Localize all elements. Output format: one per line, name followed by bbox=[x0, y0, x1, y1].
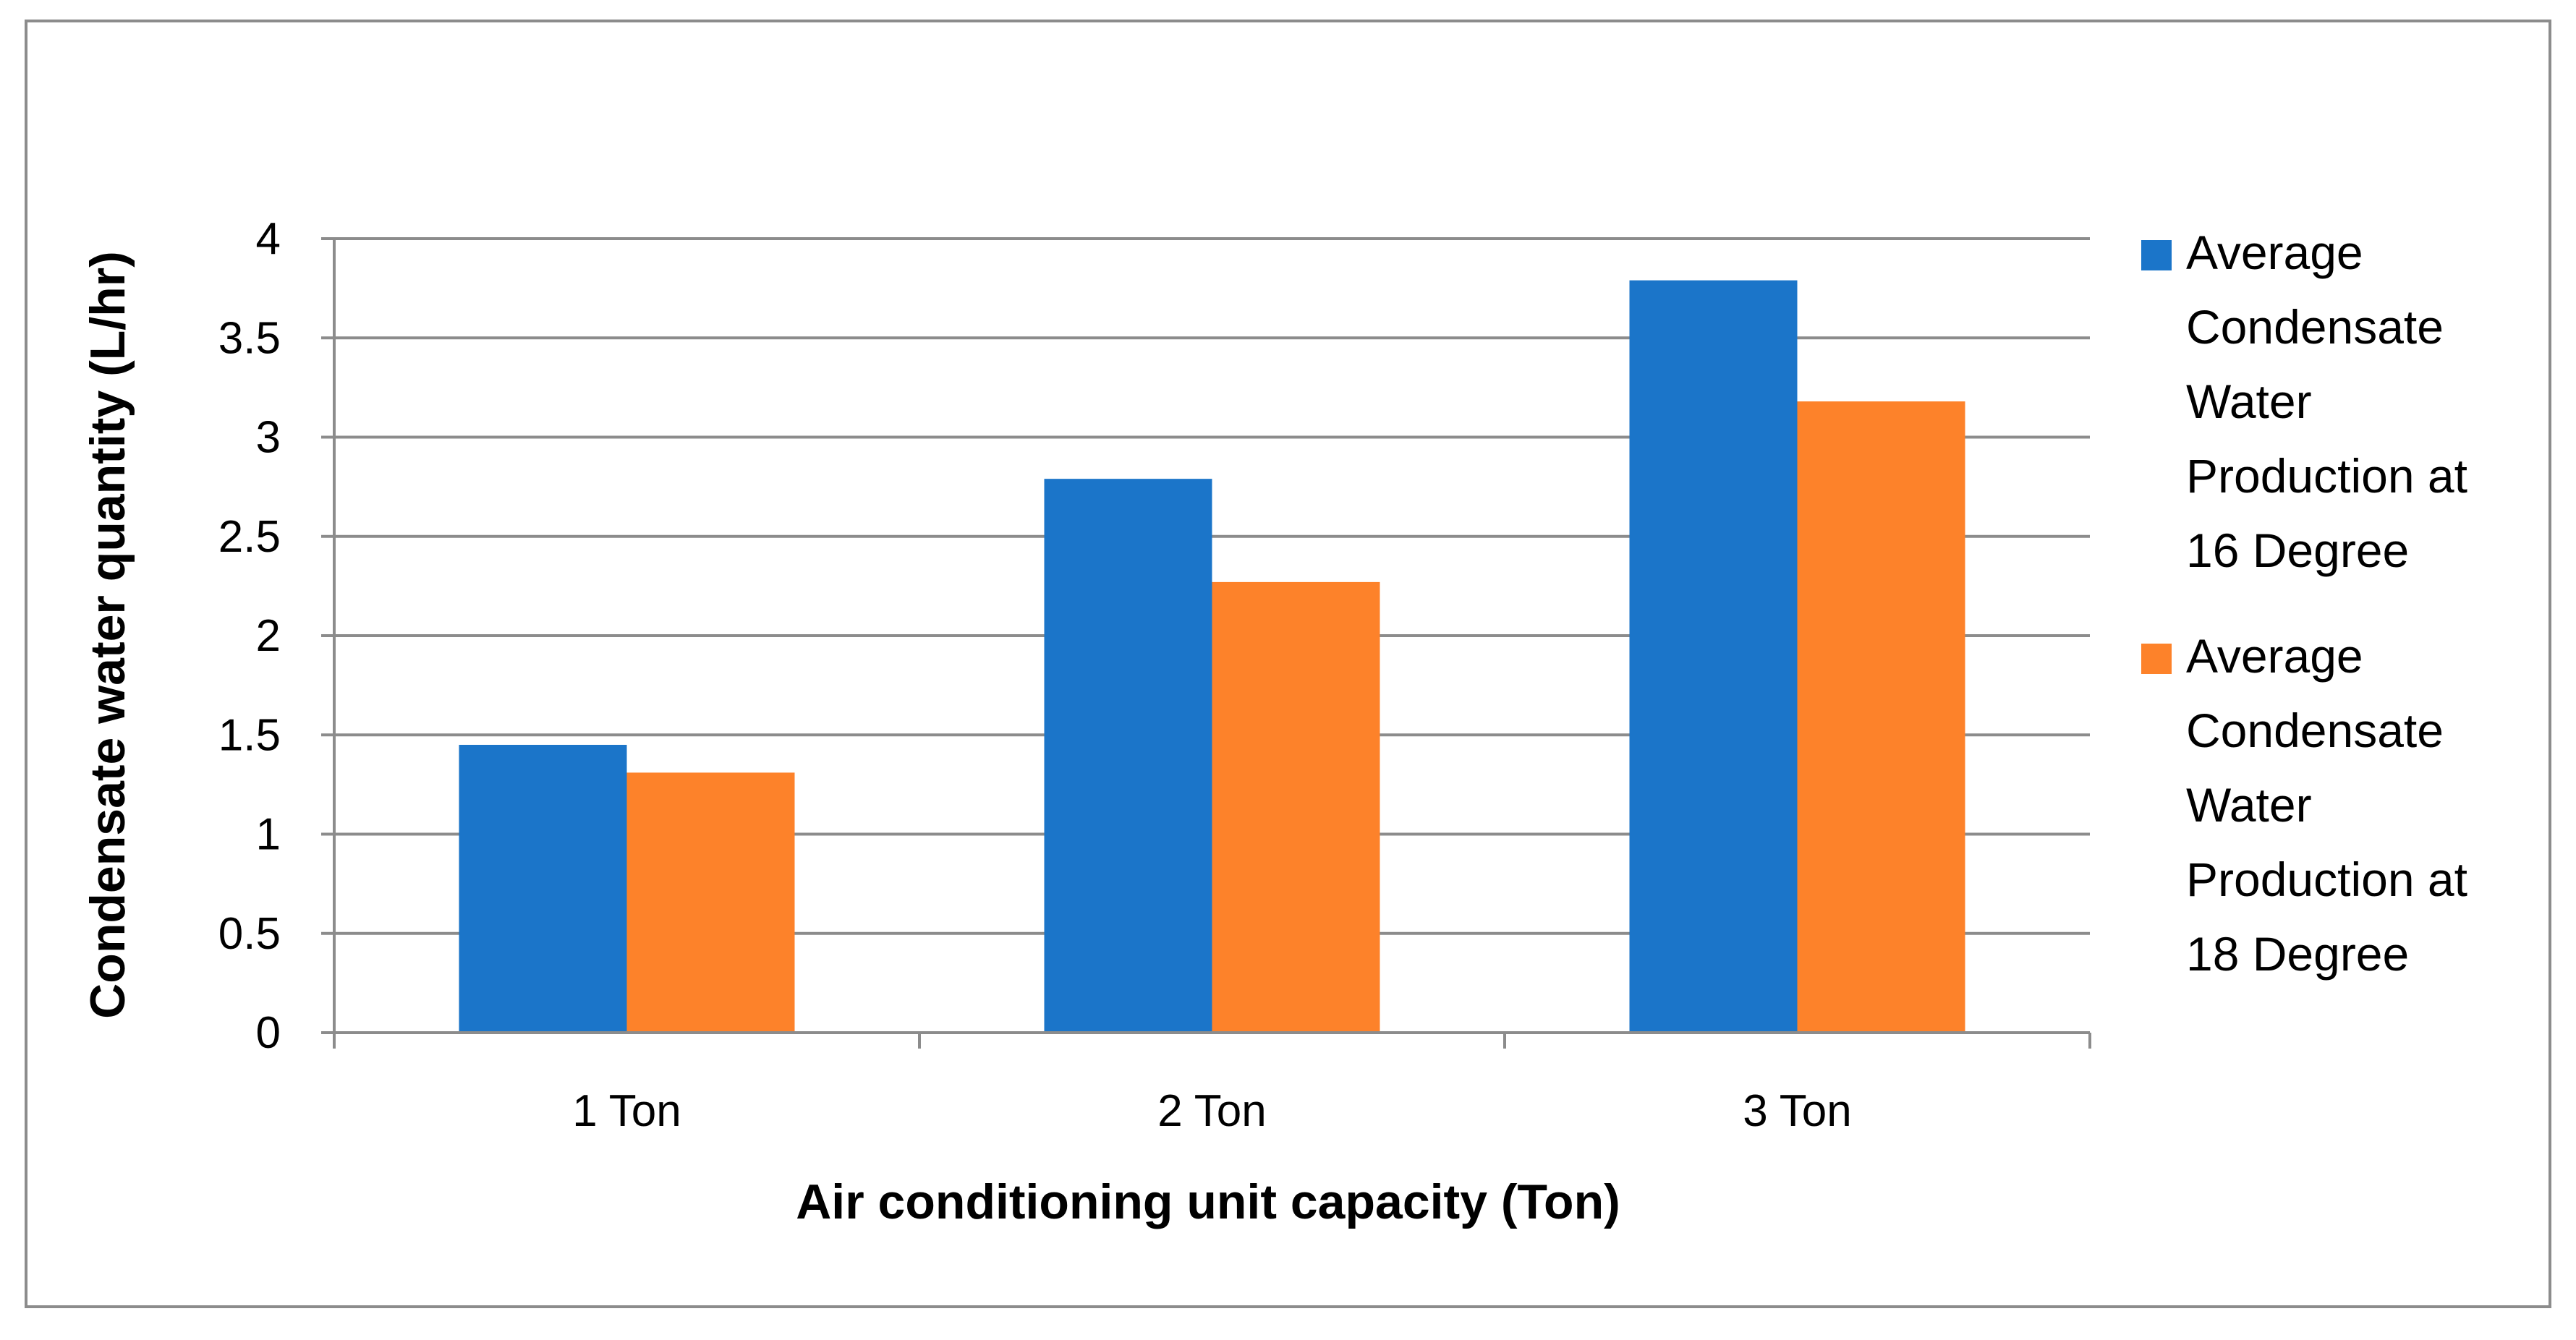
legend-label: Average Condensate Water Production at 16 De… bbox=[2186, 226, 2467, 577]
bar-series-16-degree bbox=[1044, 479, 1212, 1033]
y-tick-labels: 0 0.5 1 1.5 2 2.5 3 3.5 4 bbox=[218, 214, 281, 1058]
y-tick-label: 2 bbox=[256, 611, 281, 661]
bar-series-18-degree bbox=[626, 772, 795, 1033]
y-tick-label: 1.5 bbox=[218, 710, 281, 760]
bar-series-18-degree bbox=[1212, 581, 1380, 1033]
bar-series-16-degree bbox=[459, 744, 627, 1033]
legend: Average Condensate Water Production at 16 De… bbox=[2141, 226, 2467, 981]
axes bbox=[321, 237, 2091, 1049]
y-tick-label: 3 bbox=[256, 413, 281, 463]
x-axis-title: Air conditioning unit capacity (Ton) bbox=[796, 1174, 1620, 1229]
y-tick-label: 1 bbox=[256, 810, 281, 860]
x-tick-label: 3 Ton bbox=[1743, 1086, 1852, 1136]
bar-series-18-degree bbox=[1797, 401, 1965, 1033]
x-tick-label: 1 Ton bbox=[572, 1086, 681, 1136]
y-tick-label: 2.5 bbox=[218, 512, 281, 562]
y-tick-label: 0.5 bbox=[218, 909, 281, 959]
bars bbox=[459, 280, 1965, 1033]
legend-swatch bbox=[2141, 240, 2172, 270]
bar-series-16-degree bbox=[1629, 280, 1798, 1033]
y-tick-label: 0 bbox=[256, 1008, 281, 1058]
x-tick-label: 2 Ton bbox=[1157, 1086, 1267, 1136]
legend-swatch bbox=[2141, 644, 2172, 674]
y-axis-title: Condensate water quantity (L/hr) bbox=[80, 251, 135, 1019]
legend-label: Average Condensate Water Production at 18 De… bbox=[2186, 629, 2467, 981]
y-tick-label: 4 bbox=[256, 214, 281, 264]
y-tick-label: 3.5 bbox=[218, 313, 281, 363]
x-tick-labels: 1 Ton 2 Ton 3 Ton bbox=[572, 1086, 1852, 1136]
